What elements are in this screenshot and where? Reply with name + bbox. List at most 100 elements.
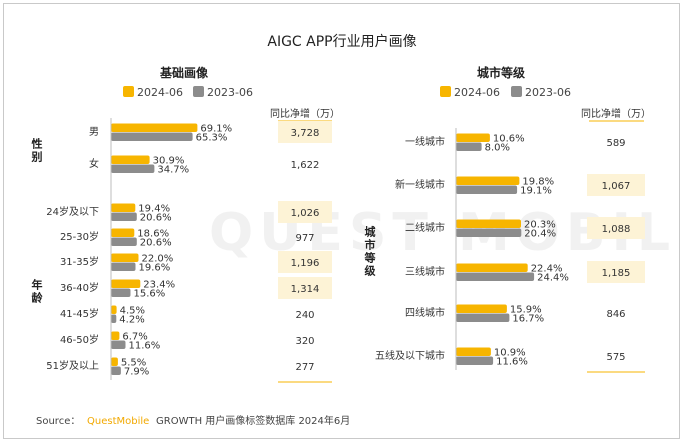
chart-title: AIGC APP行业用户画像 — [267, 33, 416, 50]
net-highlight — [587, 174, 645, 196]
bar-2024 — [456, 176, 520, 185]
group-label-0-1-char: 龄 — [32, 291, 44, 305]
net-value: 277 — [295, 362, 314, 373]
data-label-2023: 19.1% — [520, 186, 552, 197]
bar-2024 — [456, 304, 507, 313]
bar-2023 — [456, 313, 510, 322]
data-label-2024: 30.9% — [153, 156, 185, 167]
data-label-2024: 10.6% — [493, 134, 525, 145]
net-highlight — [278, 201, 332, 223]
bar-2023 — [111, 314, 117, 323]
bar-2024 — [111, 228, 135, 237]
bar-2023 — [111, 164, 155, 173]
category-label: 二线城市 — [405, 221, 445, 234]
data-label-2024: 18.6% — [137, 229, 169, 240]
data-label-2024: 10.9% — [494, 348, 526, 359]
net-highlight — [278, 251, 332, 273]
category-label: 四线城市 — [405, 306, 445, 319]
category-label: 51岁及以上 — [46, 359, 99, 372]
chart-page: QUEST MOBILE AIGC APP行业用户画像 基础画像 2024-06… — [3, 3, 680, 439]
net-value: 977 — [295, 233, 314, 244]
bar-2023 — [456, 185, 518, 194]
bar-2024 — [111, 279, 141, 288]
legend-swatch-2023-right — [511, 86, 522, 97]
data-label-2024: 6.7% — [122, 332, 147, 343]
data-label-2024: 15.9% — [510, 305, 542, 316]
net-header-left: 同比净增（万） — [270, 107, 340, 120]
net-value: 1,314 — [291, 284, 320, 295]
category-label: 36-40岁 — [60, 281, 99, 294]
data-label-2024: 19.4% — [138, 204, 170, 215]
bar-2023 — [456, 356, 494, 365]
bar-2023 — [111, 288, 131, 297]
bar-2023 — [111, 132, 193, 141]
category-label: 46-50岁 — [60, 333, 99, 346]
bar-2024 — [111, 331, 120, 340]
data-label-2023: 65.3% — [196, 133, 228, 144]
legend-swatch-2024-right — [440, 86, 451, 97]
bar-2024 — [456, 133, 490, 142]
right-panel-title: 城市等级 — [477, 65, 525, 80]
group-label-1-0-char: 等 — [364, 251, 376, 265]
data-label-2024: 19.8% — [522, 177, 554, 188]
bar-2024 — [111, 123, 198, 132]
net-header-right: 同比净增（万） — [581, 107, 651, 120]
category-label: 新一线城市 — [395, 178, 445, 191]
data-label-2023: 7.9% — [124, 367, 149, 378]
bar-2023 — [111, 340, 126, 349]
data-label-2023: 20.6% — [140, 213, 172, 224]
data-label-2023: 4.2% — [119, 315, 144, 326]
category-label: 41-45岁 — [60, 307, 99, 320]
net-highlight — [278, 121, 332, 143]
chart-canvas: QUEST MOBILE AIGC APP行业用户画像 基础画像 2024-06… — [31, 33, 680, 427]
net-value: 575 — [606, 352, 625, 363]
source-brand: QuestMobile — [87, 416, 149, 427]
bar-2023 — [111, 366, 121, 375]
legend-label-2024-right: 2024-06 — [454, 86, 500, 99]
category-label: 女 — [89, 157, 99, 170]
data-label-2023: 24.4% — [537, 273, 569, 284]
legend-swatch-2024-left — [123, 86, 134, 97]
source-prefix: Source： — [36, 416, 80, 427]
data-label-2024: 22.4% — [531, 264, 563, 275]
bar-2024 — [111, 253, 139, 262]
net-value: 3,728 — [291, 128, 320, 139]
data-label-2024: 22.0% — [142, 254, 174, 265]
data-label-2023: 11.6% — [129, 341, 161, 352]
net-value: 846 — [606, 309, 625, 320]
net-value: 1,088 — [602, 224, 631, 235]
bar-2023 — [111, 212, 137, 221]
bar-2024 — [456, 347, 491, 356]
net-highlight — [587, 217, 645, 239]
net-value: 1,196 — [291, 258, 320, 269]
group-label-0-0-char: 性 — [32, 137, 43, 151]
source-text: GROWTH 用户画像标签数据库 2024年6月 — [156, 414, 350, 427]
bar-2023 — [111, 237, 137, 246]
bar-2024 — [111, 203, 136, 212]
data-label-2024: 69.1% — [200, 124, 232, 135]
net-value: 1,067 — [602, 181, 631, 192]
bar-2024 — [111, 357, 118, 366]
legend-swatch-2023-left — [193, 86, 204, 97]
net-highlight — [278, 277, 332, 299]
data-label-2023: 11.6% — [496, 357, 528, 368]
bar-2024 — [111, 305, 117, 314]
data-label-2023: 34.7% — [157, 165, 189, 176]
left-panel-title: 基础画像 — [159, 65, 209, 80]
legend-label-2023-right: 2023-06 — [525, 86, 571, 99]
bar-2023 — [456, 142, 482, 151]
group-label-1-0-char: 城 — [365, 225, 376, 239]
net-value: 1,622 — [291, 160, 320, 171]
data-label-2023: 20.6% — [140, 238, 172, 249]
category-label: 三线城市 — [405, 265, 445, 278]
net-value: 1,185 — [602, 268, 631, 279]
net-value: 1,026 — [291, 208, 320, 219]
bar-2024 — [111, 155, 150, 164]
category-label: 五线及以下城市 — [375, 349, 445, 362]
bar-2023 — [456, 228, 522, 237]
data-label-2023: 16.7% — [512, 314, 544, 325]
group-label-0-0-char: 别 — [31, 150, 43, 164]
data-label-2023: 20.4% — [524, 229, 556, 240]
data-label-2023: 15.6% — [134, 289, 166, 300]
category-label: 24岁及以下 — [46, 205, 99, 218]
